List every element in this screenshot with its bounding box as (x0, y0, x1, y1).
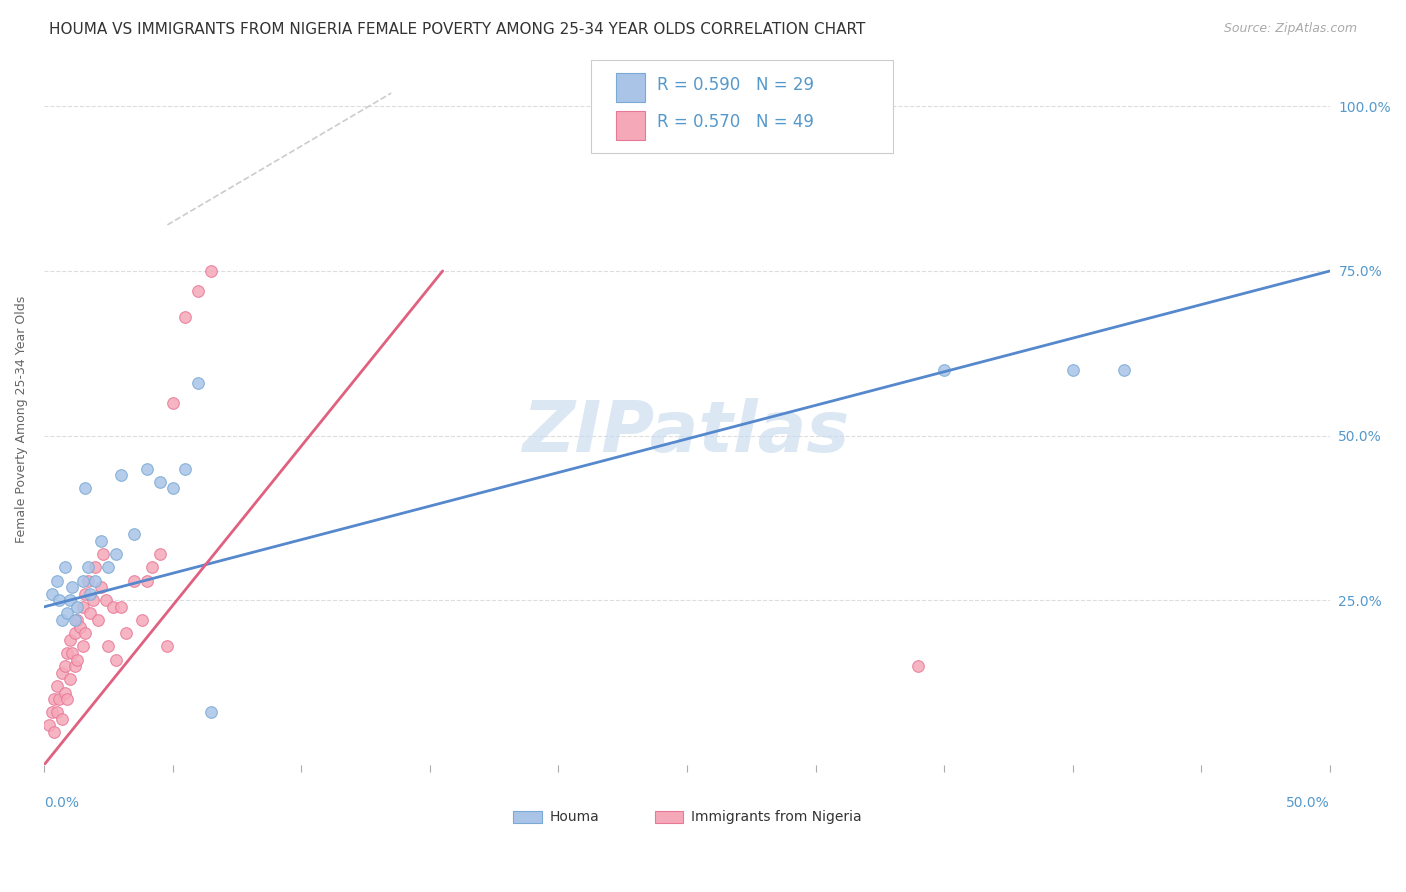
Point (63, 659, 86, 673)
Point (72, 574, 94, 588)
Text: R = 0.570   N = 49: R = 0.570 N = 49 (658, 113, 814, 131)
Point (45, 706, 67, 720)
Point (60, 580, 83, 594)
Point (122, 527, 145, 541)
Point (907, 659, 929, 673)
Point (51, 712, 73, 726)
Point (84, 574, 107, 588)
Point (72, 599, 94, 614)
Point (66, 599, 89, 614)
Point (60, 646, 83, 660)
Point (87, 613, 110, 627)
Point (91, 547, 114, 561)
Text: R = 0.590   N = 29: R = 0.590 N = 29 (658, 76, 814, 94)
Point (104, 547, 127, 561)
Point (200, 264, 222, 278)
Point (149, 475, 172, 489)
Point (110, 599, 132, 614)
Point (162, 395, 184, 409)
Point (84, 560, 107, 574)
Point (41, 587, 63, 601)
Point (44, 692, 66, 706)
Point (45, 574, 67, 588)
Point (200, 706, 222, 720)
Point (82, 593, 104, 607)
Point (76, 574, 98, 588)
Point (48, 593, 70, 607)
Point (66, 613, 89, 627)
Point (51, 613, 73, 627)
Text: Source: ZipAtlas.com: Source: ZipAtlas.com (1223, 22, 1357, 36)
Point (162, 481, 184, 495)
Point (104, 652, 127, 666)
Point (79, 607, 101, 621)
Point (135, 574, 157, 588)
Point (69, 620, 91, 634)
Point (75, 587, 97, 601)
Point (45, 679, 67, 693)
Point (53, 560, 76, 574)
Point (56, 692, 79, 706)
Point (1114, 363, 1136, 377)
Point (38, 718, 60, 732)
Bar (616, 73, 644, 103)
Text: 0.0%: 0.0% (44, 796, 79, 810)
FancyBboxPatch shape (591, 60, 893, 153)
Point (115, 626, 138, 640)
Point (75, 481, 97, 495)
Point (76, 560, 98, 574)
Point (59, 673, 82, 687)
Point (48, 692, 70, 706)
Bar (616, 111, 644, 139)
Text: Immigrants from Nigeria: Immigrants from Nigeria (690, 810, 862, 824)
Y-axis label: Female Poverty Among 25-34 Year Olds: Female Poverty Among 25-34 Year Olds (15, 295, 28, 542)
Point (187, 284, 209, 298)
Point (51, 665, 73, 680)
Point (44, 725, 66, 739)
Point (149, 547, 172, 561)
Point (41, 706, 63, 720)
Point (94, 593, 117, 607)
Point (53, 685, 76, 699)
Point (174, 461, 197, 475)
Point (90, 580, 112, 594)
Text: ZIPatlas: ZIPatlas (523, 399, 851, 467)
Bar (655, 811, 683, 823)
Point (97, 640, 120, 654)
Point (187, 376, 209, 390)
Point (103, 599, 125, 614)
Point (110, 468, 132, 483)
Point (56, 646, 79, 660)
Point (90, 534, 112, 549)
Point (63, 626, 86, 640)
Point (141, 560, 163, 574)
Point (156, 640, 179, 654)
Point (53, 659, 76, 673)
Point (66, 652, 89, 666)
Point (934, 363, 956, 377)
Text: HOUMA VS IMMIGRANTS FROM NIGERIA FEMALE POVERTY AMONG 25-34 YEAR OLDS CORRELATIO: HOUMA VS IMMIGRANTS FROM NIGERIA FEMALE … (49, 22, 866, 37)
Point (75, 626, 97, 640)
Point (122, 574, 145, 588)
Point (56, 607, 79, 621)
Point (72, 640, 94, 654)
Point (131, 613, 153, 627)
Text: 50.0%: 50.0% (1286, 796, 1330, 810)
Text: Houma: Houma (550, 810, 599, 824)
Point (97, 560, 120, 574)
Bar (513, 811, 541, 823)
Point (174, 310, 197, 324)
Point (59, 593, 82, 607)
Point (1062, 363, 1084, 377)
Point (135, 461, 157, 475)
Point (59, 632, 82, 647)
Point (79, 587, 101, 601)
Point (63, 613, 86, 627)
